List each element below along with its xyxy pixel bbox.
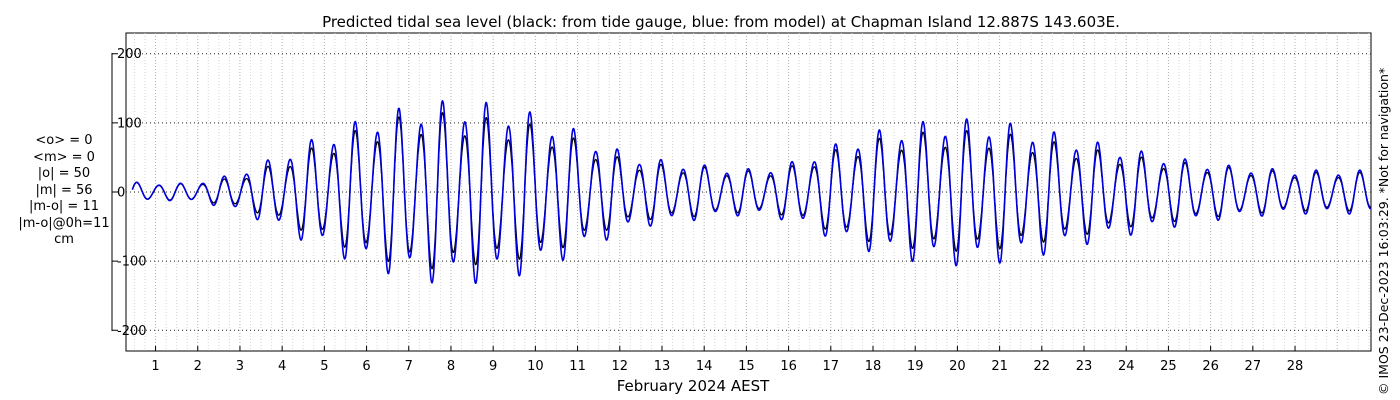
x-tick-label: 8 — [447, 359, 455, 374]
series-line-model — [131, 100, 1372, 284]
x-tick-label: 7 — [405, 359, 413, 374]
x-tick-label: 4 — [278, 359, 286, 374]
x-tick-label: 16 — [780, 359, 797, 374]
y-tick-label: -100 — [117, 255, 147, 270]
plot-frame — [125, 32, 1372, 352]
x-axis: 1 2 3 4 5 6 7 8 9 10 11 12 13 14 15 16 17 18 19 20 21 22 23 24 2… — [151, 346, 1303, 374]
series-lines — [131, 100, 1372, 284]
y-tick-label: 100 — [117, 116, 142, 131]
x-tick-label: 5 — [320, 359, 328, 374]
x-tick-label: 24 — [1118, 359, 1135, 374]
x-tick-label: 2 — [194, 359, 202, 374]
stat-abs-model: |m| = 56 — [35, 182, 93, 198]
x-tick-label: 25 — [1160, 359, 1177, 374]
x-tick-label: 14 — [696, 359, 713, 374]
chart-title: Predicted tidal sea level (black: from t… — [322, 13, 1120, 31]
y-tick-label: 200 — [117, 47, 142, 62]
x-tick-label: 20 — [949, 359, 966, 374]
x-tick-label: 13 — [654, 359, 671, 374]
x-tick-label: 15 — [738, 359, 755, 374]
x-tick-label: 1 — [151, 359, 159, 374]
stat-mean-model: <m> = 0 — [33, 149, 95, 165]
x-tick-label: 10 — [527, 359, 544, 374]
x-tick-label: 21 — [991, 359, 1008, 374]
x-tick-label: 3 — [236, 359, 244, 374]
x-axis-label: February 2024 AEST — [617, 377, 770, 395]
x-tick-label: 6 — [362, 359, 370, 374]
x-tick-label: 26 — [1202, 359, 1219, 374]
x-tick-label: 11 — [569, 359, 586, 374]
stats-panel: <o> = 0 <m> = 0 |o| = 50 |m| = 56 |m-o| … — [14, 133, 114, 249]
x-tick-label: 12 — [612, 359, 629, 374]
y-tick-label: -200 — [117, 324, 147, 339]
x-tick-label: 28 — [1287, 359, 1304, 374]
x-tick-label: 18 — [865, 359, 882, 374]
stat-abs-diff-0h: |m-o|@0h=11 — [18, 215, 110, 231]
stat-abs-obs: |o| = 50 — [37, 166, 91, 181]
copyright-credit: © IMOS 23-Dec-2023 16:03:29. *Not for na… — [1376, 67, 1391, 395]
stat-unit: cm — [54, 232, 74, 247]
stat-abs-diff: |m-o| = 11 — [28, 199, 99, 214]
x-tick-label: 27 — [1245, 359, 1262, 374]
x-tick-label: 9 — [489, 359, 497, 374]
y-axis: -200 -100 0 100 200 — [112, 47, 147, 339]
x-tick-label: 17 — [823, 359, 840, 374]
x-tick-label: 19 — [907, 359, 924, 374]
stat-mean-obs: <o> = 0 — [35, 133, 93, 148]
x-tick-label: 23 — [1076, 359, 1093, 374]
x-tick-label: 22 — [1034, 359, 1051, 374]
y-tick-label: 0 — [117, 186, 125, 201]
